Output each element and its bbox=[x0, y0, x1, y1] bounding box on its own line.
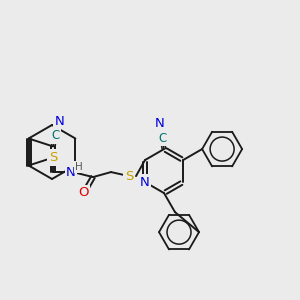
Text: C: C bbox=[52, 130, 60, 142]
Text: N: N bbox=[66, 166, 76, 178]
Text: N: N bbox=[140, 176, 150, 189]
Text: H: H bbox=[75, 162, 83, 172]
Text: N: N bbox=[54, 115, 64, 128]
Text: N: N bbox=[155, 117, 165, 130]
Text: S: S bbox=[49, 151, 57, 164]
Text: S: S bbox=[125, 169, 133, 183]
Text: O: O bbox=[78, 186, 88, 200]
Text: C: C bbox=[158, 132, 166, 145]
